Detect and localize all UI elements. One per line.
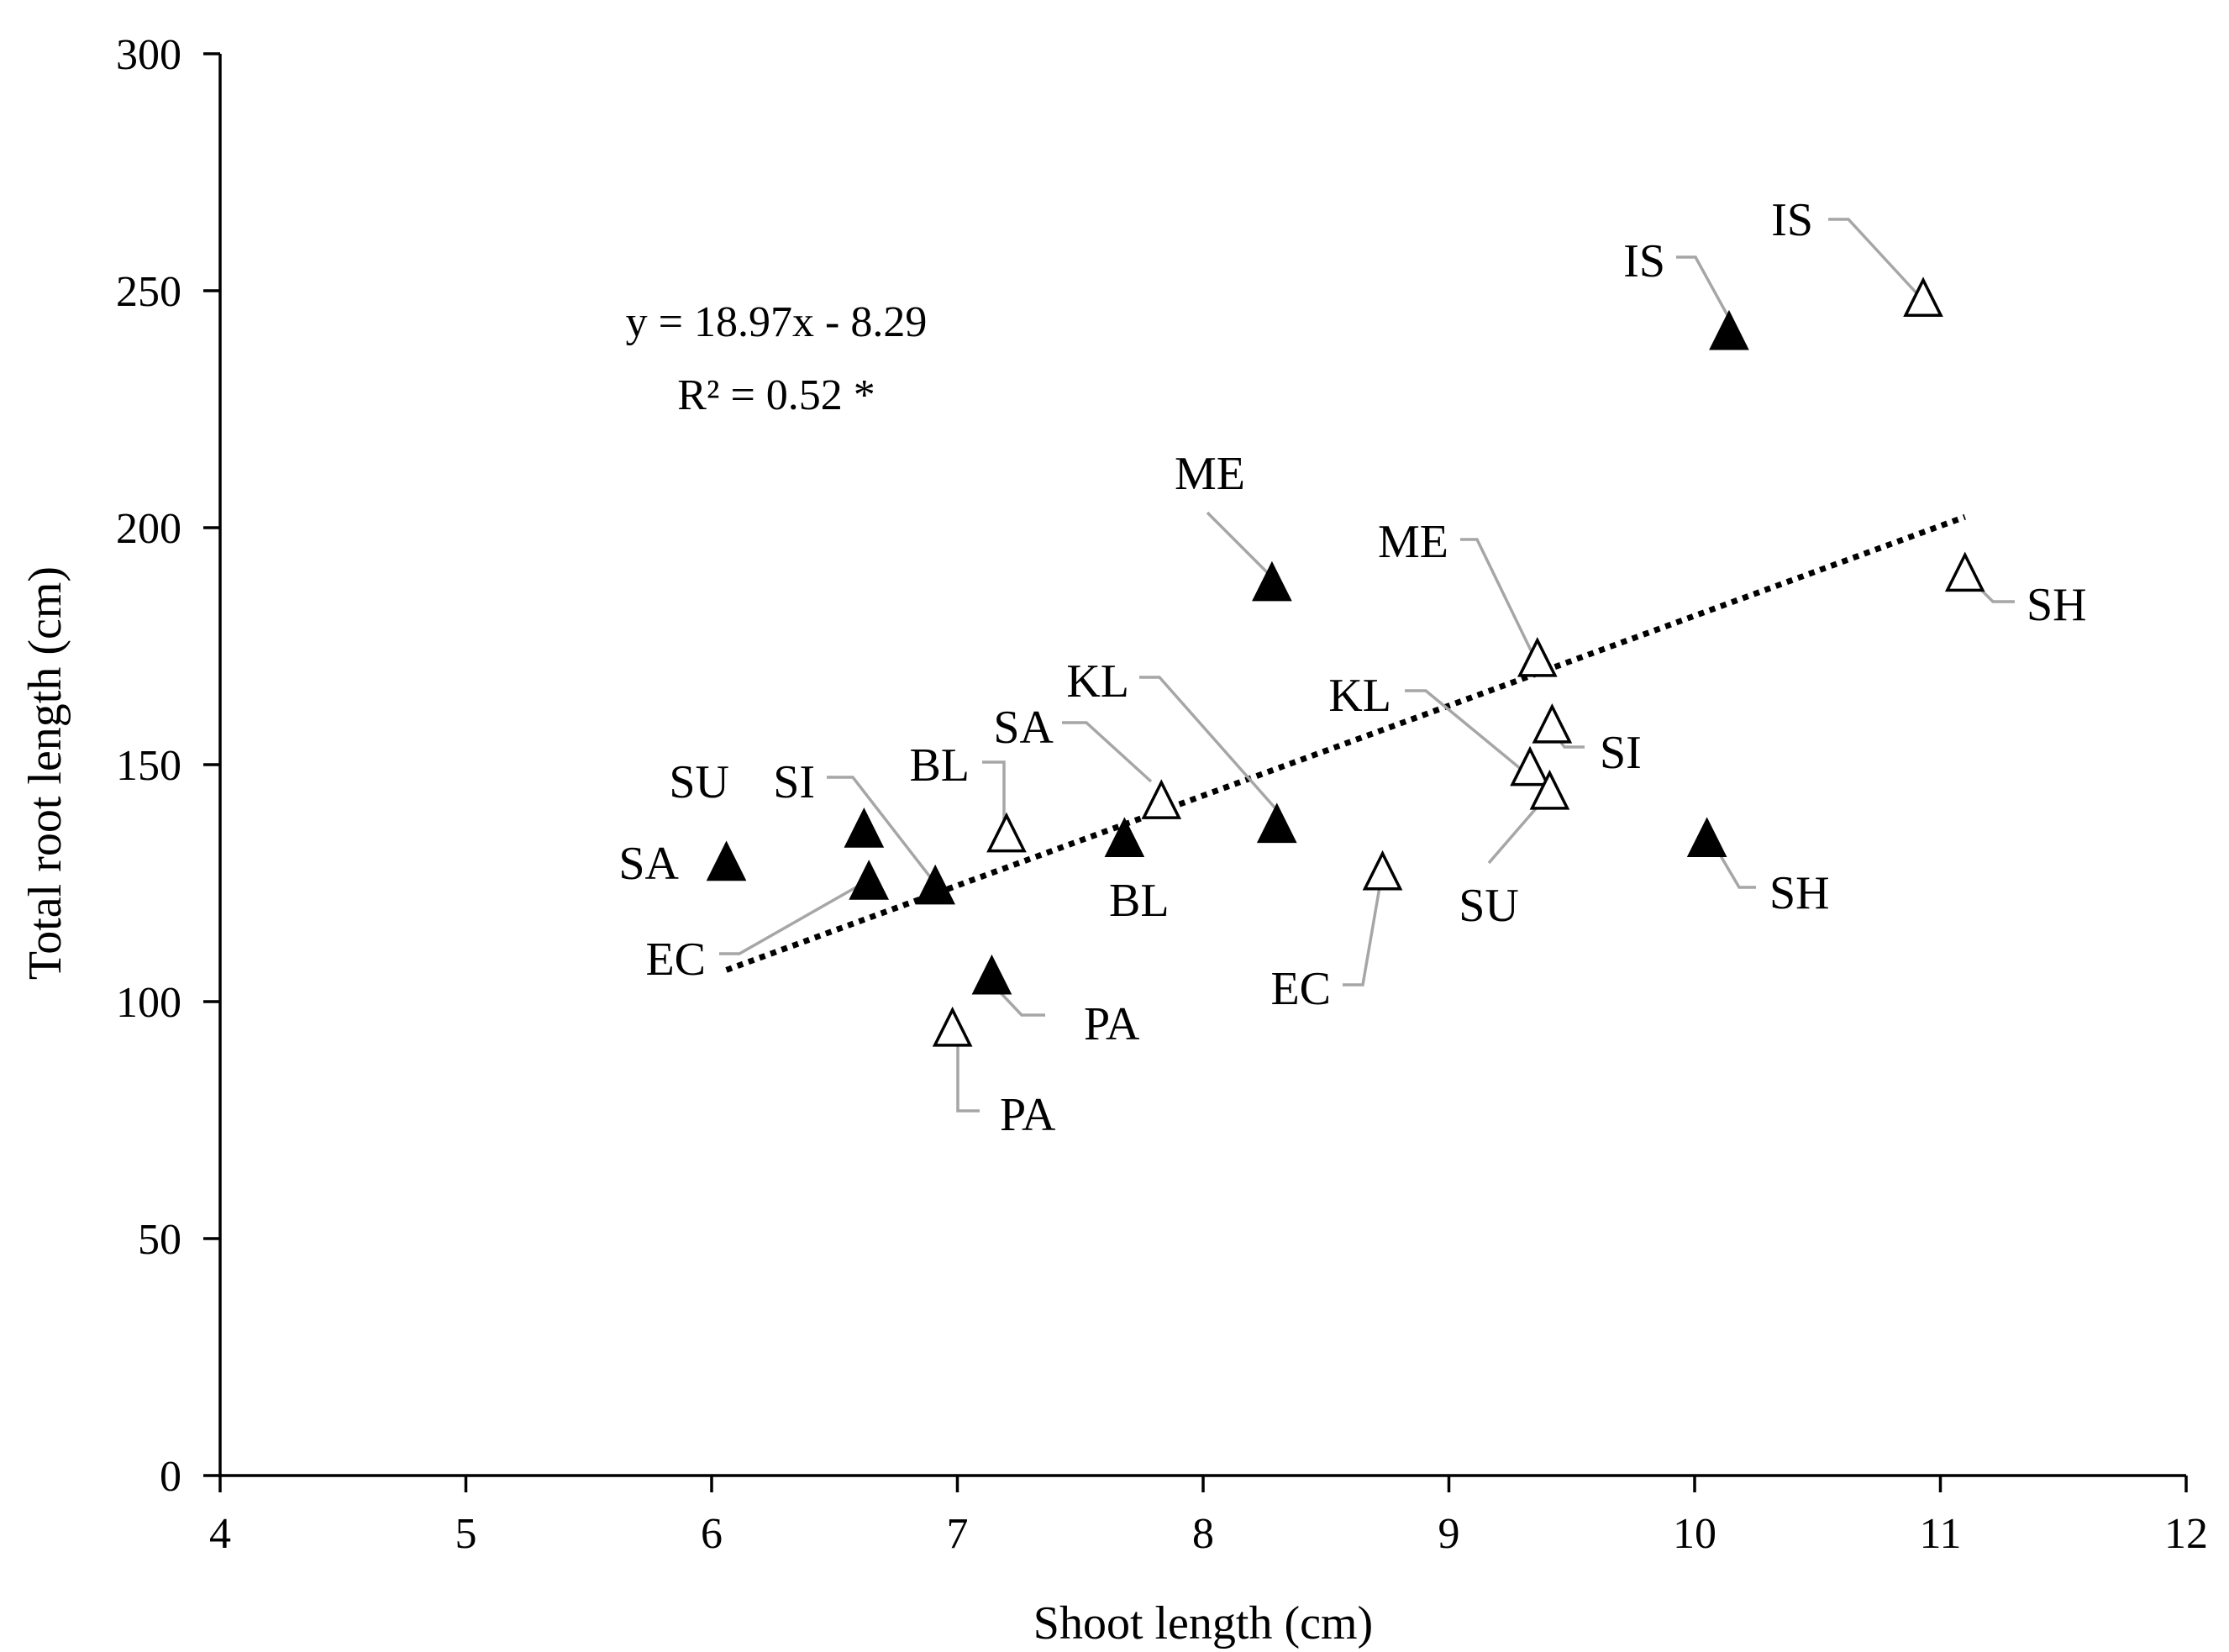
y-tick-label: 300 <box>116 31 181 79</box>
filled-point-sh <box>1686 817 1727 857</box>
leader-line-bl <box>982 760 1006 823</box>
leader-line-si <box>827 776 936 884</box>
x-tick-label: 12 <box>2164 1510 2208 1558</box>
point-label-sh: SH <box>1769 867 1830 919</box>
point-label-bl: BL <box>1109 875 1170 927</box>
x-tick-label: 11 <box>1919 1510 1961 1558</box>
point-label-pa: PA <box>1084 998 1140 1050</box>
filled-point-is <box>1709 309 1749 350</box>
open-point-kl <box>1510 745 1550 787</box>
point-label-su: SU <box>1459 880 1519 932</box>
point-label-sa: SA <box>993 702 1054 754</box>
point-labels: SA SU EC SI PA BL ME KL SH IS PA BL SA EC KL ME SU SI IS SH <box>618 194 2086 1141</box>
x-axis-title: Shoot length (cm) <box>1033 1597 1373 1649</box>
leader-line-me <box>1206 511 1270 576</box>
point-label-sh: SH <box>2027 579 2087 631</box>
open-point-sa <box>1141 779 1182 819</box>
point-label-si: SI <box>773 756 815 808</box>
leader-line-ec <box>1343 881 1382 986</box>
point-label-si: SI <box>1600 727 1642 779</box>
leader-line-su <box>1487 805 1539 865</box>
filled-point-sa <box>706 840 747 881</box>
leader-line-is <box>1828 218 1921 297</box>
data-points <box>706 276 1985 1047</box>
y-tick-label: 100 <box>116 979 181 1027</box>
x-tick-label: 8 <box>1192 1510 1214 1558</box>
point-label-is: IS <box>1771 194 1813 246</box>
trendline-r-squared: R² = 0.52 * <box>677 371 875 419</box>
y-tick-label: 50 <box>138 1216 181 1264</box>
point-label-sa: SA <box>618 838 679 890</box>
trendline-layer <box>725 513 1966 973</box>
point-label-me: ME <box>1175 448 1245 500</box>
open-point-me <box>1517 637 1558 677</box>
leader-line-is <box>1676 255 1734 325</box>
point-label-pa: PA <box>1000 1089 1056 1141</box>
leader-line-pa <box>956 1032 980 1113</box>
filled-point-su <box>844 808 885 848</box>
trendline-equation-text: y = 18.97x - 8.29 <box>626 298 928 346</box>
point-label-kl: KL <box>1066 655 1129 708</box>
point-label-me: ME <box>1378 516 1448 568</box>
leader-line-kl <box>1139 676 1277 810</box>
open-point-su <box>1529 769 1570 810</box>
y-tick-label: 250 <box>116 268 181 316</box>
leader-line-kl <box>1405 689 1527 775</box>
filled-point-ec <box>849 860 890 900</box>
x-tick-label: 10 <box>1673 1510 1716 1558</box>
open-point-bl <box>986 812 1027 853</box>
point-label-kl: KL <box>1328 670 1391 722</box>
axes: 0 50 100 150 200 250 300 4 5 6 7 8 9 10 11 12 Shoot leng… <box>19 31 2208 1649</box>
x-tick-label: 7 <box>947 1510 969 1558</box>
x-tick-label: 6 <box>701 1510 723 1558</box>
leader-lines <box>719 218 2015 1113</box>
x-tick-label: 9 <box>1438 1510 1460 1558</box>
open-point-pa <box>932 1006 973 1047</box>
y-axis-title: Total root length (cm) <box>19 566 71 980</box>
leader-line-ec <box>719 876 873 955</box>
filled-point-kl <box>1256 802 1297 844</box>
y-tick-label: 0 <box>160 1453 181 1501</box>
x-tick-label: 4 <box>209 1510 231 1558</box>
point-label-is: IS <box>1623 235 1665 287</box>
filled-point-me <box>1252 560 1292 602</box>
filled-point-si <box>915 864 956 905</box>
trendline <box>725 513 1966 973</box>
filled-point-pa <box>971 954 1012 995</box>
point-label-su: SU <box>669 756 729 808</box>
x-tick-label: 5 <box>455 1510 477 1558</box>
open-point-is <box>1903 276 1943 318</box>
y-tick-label: 200 <box>116 505 181 553</box>
point-label-ec: EC <box>1270 963 1331 1015</box>
y-tick-label: 150 <box>116 742 181 790</box>
point-label-ec: EC <box>645 934 706 986</box>
filled-point-bl <box>1104 817 1145 857</box>
leader-line-sa <box>1062 721 1153 783</box>
open-point-ec <box>1362 850 1403 891</box>
open-point-sh <box>1944 551 1985 592</box>
leader-line-me <box>1460 538 1534 655</box>
point-label-bl: BL <box>909 739 970 792</box>
trendline-equation: y = 18.97x - 8.29 R² = 0.52 * <box>626 298 928 419</box>
open-point-si <box>1532 702 1573 744</box>
